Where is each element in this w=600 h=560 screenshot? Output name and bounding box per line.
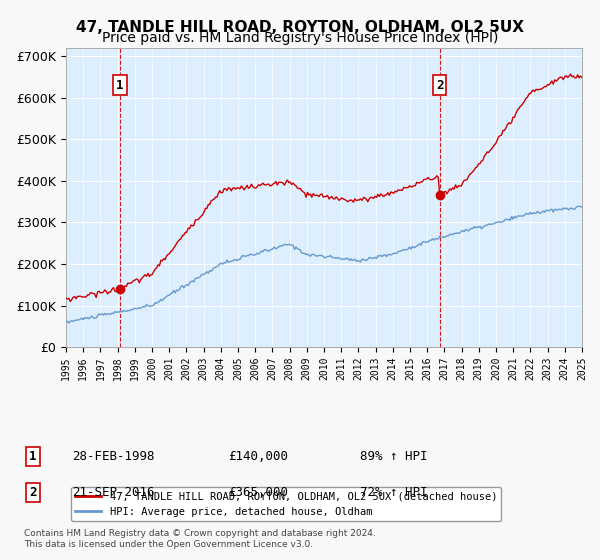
Text: 89% ↑ HPI: 89% ↑ HPI [360, 450, 427, 463]
Text: 1: 1 [116, 78, 124, 91]
Text: 21-SEP-2016: 21-SEP-2016 [72, 486, 155, 500]
Text: 28-FEB-1998: 28-FEB-1998 [72, 450, 155, 463]
Text: 2: 2 [436, 78, 443, 91]
Text: 1: 1 [29, 450, 37, 463]
Text: Contains HM Land Registry data © Crown copyright and database right 2024.
This d: Contains HM Land Registry data © Crown c… [24, 529, 376, 549]
Text: £140,000: £140,000 [228, 450, 288, 463]
Text: 72% ↑ HPI: 72% ↑ HPI [360, 486, 427, 500]
Legend: 47, TANDLE HILL ROAD, ROYTON, OLDHAM, OL2 5UX (detached house), HPI: Average pri: 47, TANDLE HILL ROAD, ROYTON, OLDHAM, OL… [71, 487, 502, 521]
Text: Price paid vs. HM Land Registry's House Price Index (HPI): Price paid vs. HM Land Registry's House … [102, 31, 498, 45]
Text: 47, TANDLE HILL ROAD, ROYTON, OLDHAM, OL2 5UX: 47, TANDLE HILL ROAD, ROYTON, OLDHAM, OL… [76, 20, 524, 35]
Text: 2: 2 [29, 486, 37, 500]
Text: £365,000: £365,000 [228, 486, 288, 500]
